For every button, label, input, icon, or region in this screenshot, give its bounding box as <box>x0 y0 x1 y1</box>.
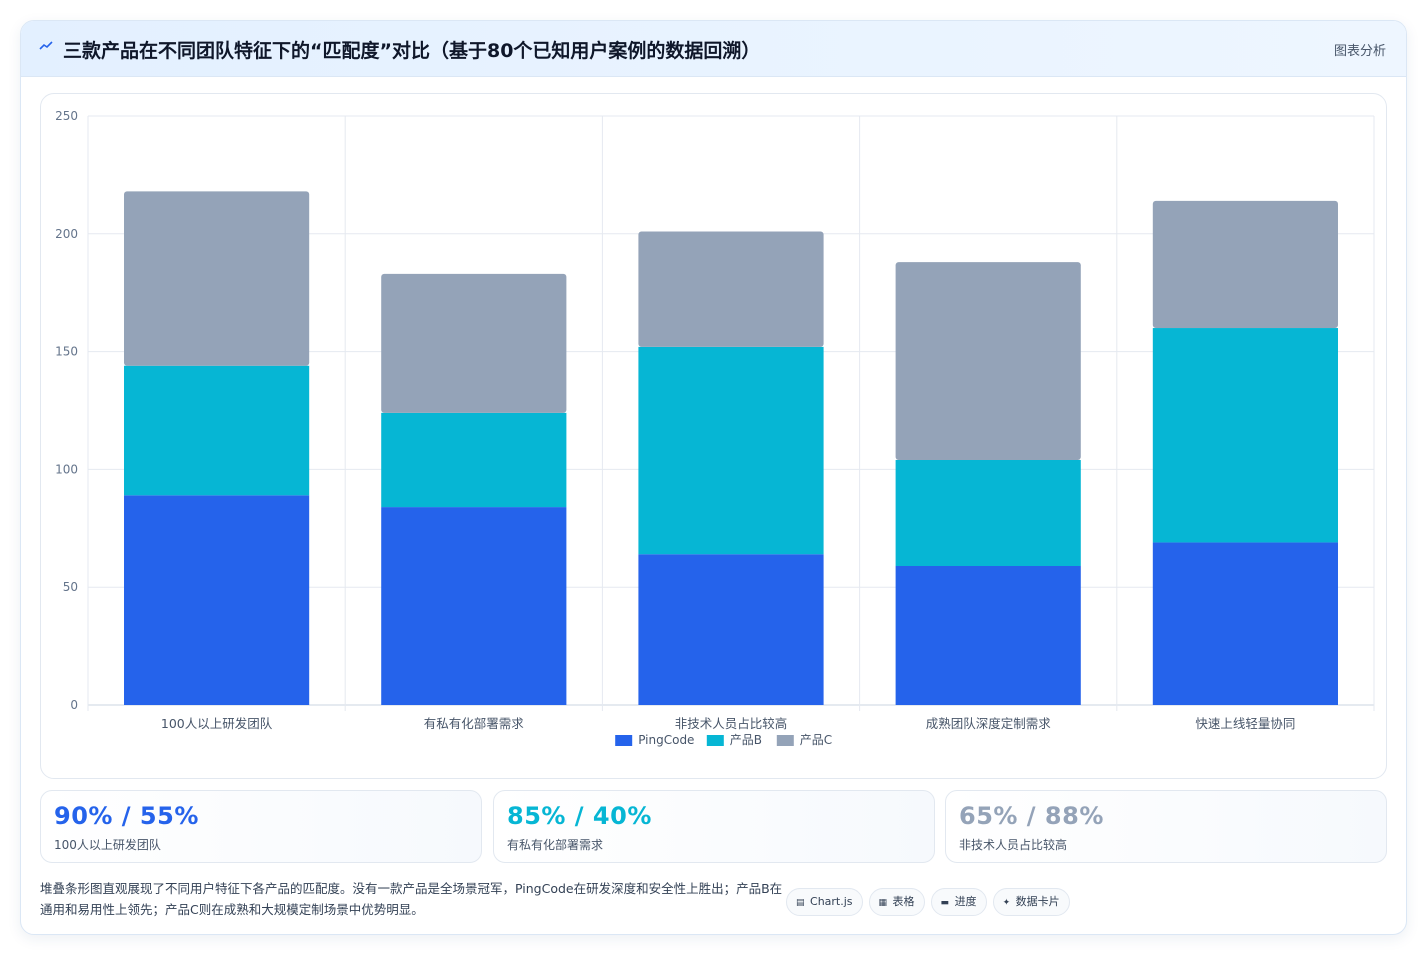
y-tick-label: 150 <box>55 345 78 359</box>
stat-label: 有私有化部署需求 <box>507 838 604 852</box>
bar-segment <box>124 365 310 496</box>
bar-segment <box>895 262 1081 460</box>
y-tick-label: 100 <box>55 462 78 476</box>
stat-card-3: 65% / 88% 非技术人员占比较高 <box>945 790 1387 863</box>
chart-summary: 堆叠条形图直观展现了不同用户特征下各产品的匹配度。没有一款产品是全场景冠军，Pi… <box>40 881 783 917</box>
sparkle-icon: ✦ <box>1002 898 1011 908</box>
tag-label: Chart.js <box>810 895 853 908</box>
stat-value: 65% / 88% <box>959 802 1104 830</box>
bar-segment <box>895 565 1081 705</box>
tag-progress[interactable]: ▬ 进度 <box>930 888 987 916</box>
legend-label: PingCode <box>638 733 694 747</box>
bar-segment <box>1152 200 1338 329</box>
stat-label: 100人以上研发团队 <box>54 838 161 852</box>
stat-value: 90% / 55% <box>54 802 199 830</box>
stat-label: 非技术人员占比较高 <box>959 838 1068 852</box>
chart-card: 三款产品在不同团队特征下的“匹配度”对比（基于80个已知用户案例的数据回溯） 图… <box>20 20 1407 935</box>
legend-label: 产品C <box>800 733 832 747</box>
progress-icon: ▬ <box>940 898 950 908</box>
y-tick-label: 0 <box>70 698 78 712</box>
x-tick-label: 100人以上研发团队 <box>161 716 273 731</box>
legend-label: 产品B <box>730 733 762 747</box>
x-tick-label: 有私有化部署需求 <box>424 716 525 731</box>
chart-line-icon <box>39 39 57 57</box>
bar-segment <box>895 459 1081 566</box>
y-tick-label: 250 <box>55 109 78 123</box>
stat-card-1: 90% / 55% 100人以上研发团队 <box>40 790 482 863</box>
tag-label: 数据卡片 <box>1015 895 1060 908</box>
bar-segment <box>124 495 310 705</box>
bar-segment <box>381 507 567 705</box>
y-tick-label: 50 <box>63 580 78 594</box>
tag-table[interactable]: ▦ 表格 <box>868 888 925 916</box>
chart-panel: 0 50 100 150 200 250 100人以上研发团队 有私有化部署需求 非技术人员占比… <box>40 93 1387 779</box>
tag-data-card[interactable]: ✦ 数据卡片 <box>992 888 1070 916</box>
bar-segment <box>638 554 824 705</box>
table-icon: ▦ <box>878 898 888 908</box>
bar-segment <box>638 346 824 555</box>
legend-swatch <box>706 735 724 746</box>
x-tick-label: 快速上线轻量协同 <box>1195 716 1295 731</box>
bar-segment <box>381 273 567 413</box>
stat-card-2: 85% / 40% 有私有化部署需求 <box>493 790 935 863</box>
card-header: 三款产品在不同团队特征下的“匹配度”对比（基于80个已知用户案例的数据回溯） 图… <box>21 21 1406 77</box>
y-tick-label: 200 <box>55 227 78 241</box>
bar-segment <box>381 412 567 508</box>
legend-swatch <box>776 735 794 746</box>
bar-segment <box>638 231 824 347</box>
tag-label: 进度 <box>954 895 977 908</box>
bar-segment <box>124 191 310 366</box>
bar-segment <box>1152 542 1338 705</box>
chart-title: 三款产品在不同团队特征下的“匹配度”对比（基于80个已知用户案例的数据回溯） <box>63 40 761 62</box>
stat-value: 85% / 40% <box>507 802 652 830</box>
stacked-bar-chart: 0 50 100 150 200 250 100人以上研发团队 有私有化部署需求 非技术人员占比… <box>55 109 1375 747</box>
chart-icon: ▤ <box>796 898 805 908</box>
legend-swatch <box>615 735 633 746</box>
x-tick-label: 非技术人员占比较高 <box>675 716 788 731</box>
tag-list: ▤ Chart.js ▦ 表格 ▬ 进度 ✦ 数据卡片 <box>786 888 1076 916</box>
bar-segment <box>1152 328 1338 543</box>
x-tick-label: 成熟团队深度定制需求 <box>926 716 1052 731</box>
tag-chartjs[interactable]: ▤ Chart.js <box>786 888 863 916</box>
chart-analysis-link[interactable]: 图表分析 <box>1333 44 1386 59</box>
tag-label: 表格 <box>892 895 915 908</box>
